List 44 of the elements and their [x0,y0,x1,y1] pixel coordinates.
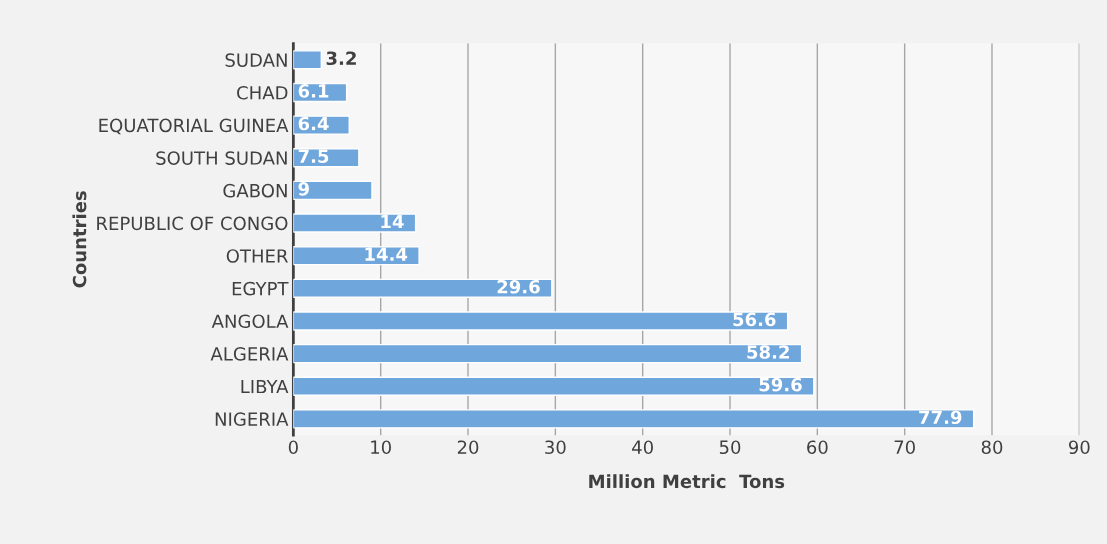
x-tick-label: 0 [288,440,298,455]
x-axis-title: Million Metric Tons [589,474,785,489]
y-tick-label: ANGOLA [211,314,289,329]
x-tick-label: 20 [457,440,479,455]
bar [293,213,417,233]
data-label: 14 [381,214,404,229]
y-tick-label: OTHER [226,249,288,263]
data-label: 7.5 [298,149,329,163]
x-tick-label: 60 [807,440,828,455]
data-label: 29.6 [497,279,540,294]
y-tick-label: ALGERIA [210,347,289,361]
y-tick-label: CHAD [237,85,288,100]
y-tick-label: EGYPT [232,281,289,296]
x-tick-label: 80 [981,440,1003,455]
y-axis-title: Countries [72,191,87,288]
bar [293,50,322,70]
data-label: 59.6 [759,377,802,392]
y-tick-label: SUDAN [225,53,287,67]
y-tick-label: NIGERIA [215,412,289,426]
data-label: 3.2 [326,51,356,66]
y-tick-label: LIBYA [241,379,289,394]
data-label: 77.9 [919,410,962,425]
y-tick-label: SOUTH SUDAN [156,151,287,165]
bar [293,409,975,429]
bar [293,180,373,201]
bar [293,376,815,396]
data-label: 6.4 [298,116,329,131]
x-tick-label: 30 [545,440,566,455]
y-tick-label: REPUBLIC OF CONGO [97,216,288,231]
data-label: 6.1 [298,84,329,98]
y-tick-label: EQUATORIAL GUINEA [99,118,289,135]
bar [293,278,553,298]
x-tick-label: 40 [632,440,653,455]
x-tick-label: 10 [371,440,391,455]
y-tick-label: GABON [223,183,287,198]
data-label: 56.6 [733,312,776,327]
x-tick-label: 50 [719,440,741,455]
data-label: 14.4 [365,247,408,261]
x-tick-label: 90 [1068,440,1090,455]
bar [293,311,789,331]
bar [293,343,803,364]
data-label: 58.2 [747,345,789,359]
x-tick-label: 70 [894,440,915,455]
data-label: 9 [298,182,309,196]
